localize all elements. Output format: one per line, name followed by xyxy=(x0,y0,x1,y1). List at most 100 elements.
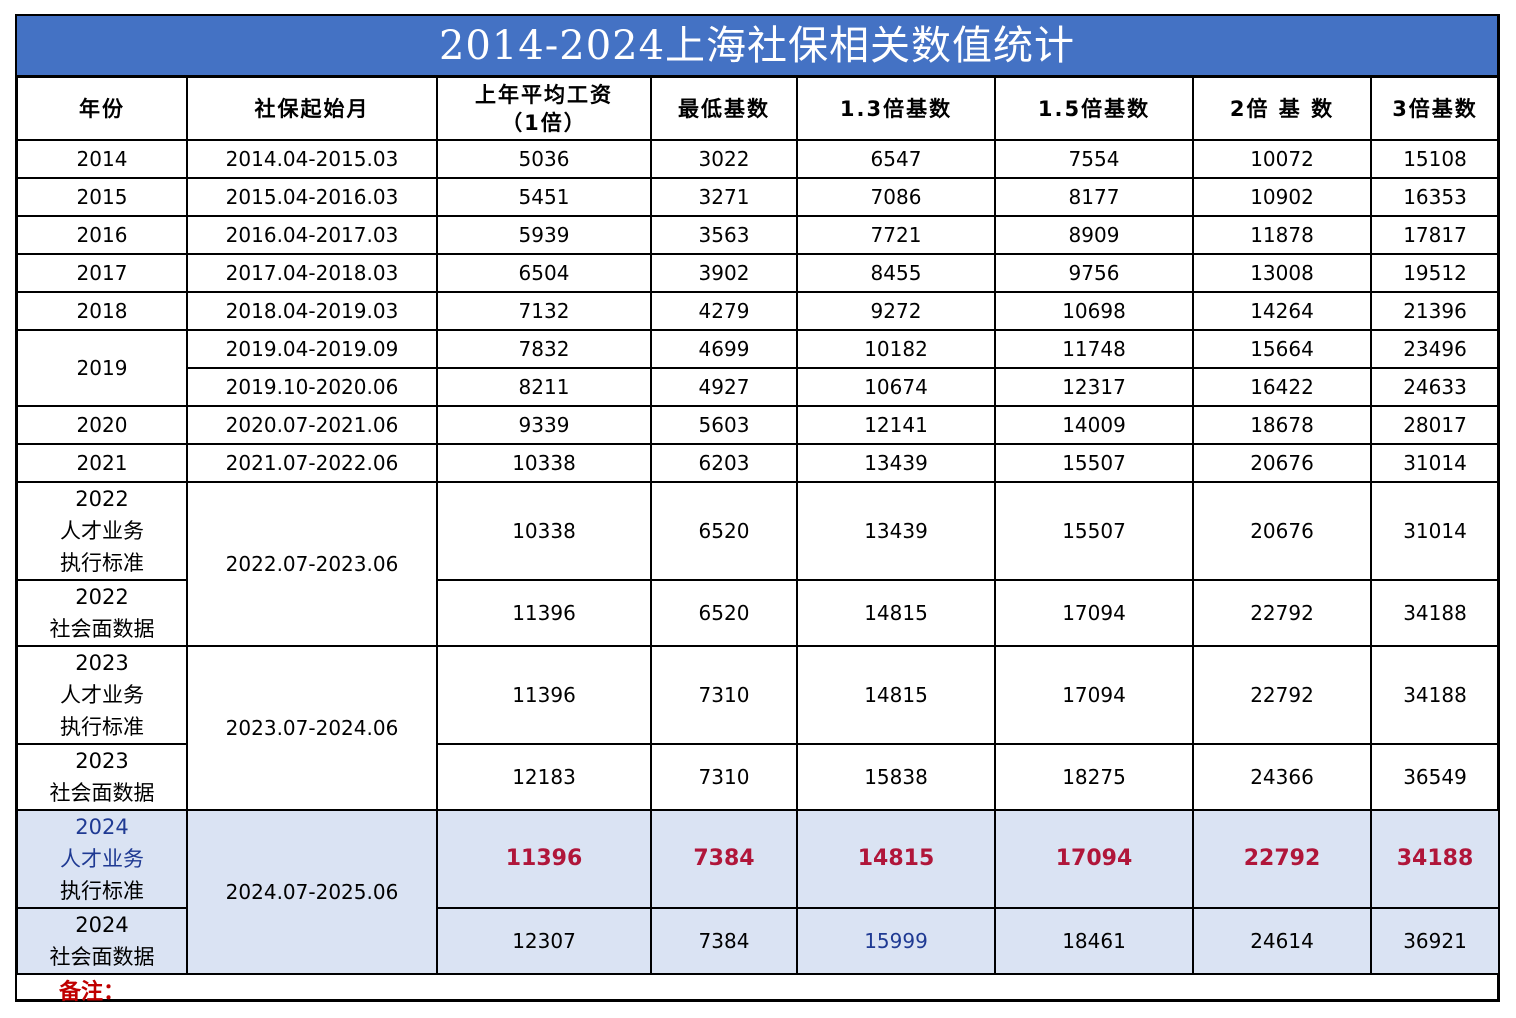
period-cell: 2023.07-2024.06 xyxy=(186,645,438,811)
header-avg-wage-line2: （1倍） xyxy=(501,110,587,135)
header-base-1-5: 1.5倍基数 xyxy=(994,76,1194,141)
year-cell: 2024 人才业务 执行标准 xyxy=(16,809,188,909)
base-1-3-cell: 8455 xyxy=(796,253,996,293)
year-line: 社会面数据 xyxy=(49,945,155,969)
base-2-cell: 22792 xyxy=(1192,645,1372,745)
base-1-3-cell: 13439 xyxy=(796,481,996,581)
min-base-cell: 7310 xyxy=(650,743,798,811)
year-line: 人才业务 xyxy=(60,847,144,871)
base-1-3-cell: 12141 xyxy=(796,405,996,445)
base-1-5-cell: 17094 xyxy=(994,645,1194,745)
base-1-3-cell: 14815 xyxy=(796,645,996,745)
remark-row: 备注： xyxy=(17,973,1499,1011)
avg-wage-cell: 5036 xyxy=(436,139,652,179)
base-3-cell: 31014 xyxy=(1370,443,1500,483)
base-3-cell: 19512 xyxy=(1370,253,1500,293)
period-cell: 2020.07-2021.06 xyxy=(186,405,438,445)
base-3-cell: 36549 xyxy=(1370,743,1500,811)
min-base-cell: 5603 xyxy=(650,405,798,445)
base-1-3-cell: 7086 xyxy=(796,177,996,217)
base-1-5-cell: 8177 xyxy=(994,177,1194,217)
year-cell: 2020 xyxy=(16,405,188,445)
table-row: 2018 2018.04-2019.03 7132 4279 9272 1069… xyxy=(16,291,1500,331)
base-1-3-cell: 13439 xyxy=(796,443,996,483)
remark-label: 备注： xyxy=(17,973,1499,1011)
base-1-5-cell: 17094 xyxy=(994,579,1194,647)
year-line: 执行标准 xyxy=(60,551,144,575)
table-row: 2017 2017.04-2018.03 6504 3902 8455 9756… xyxy=(16,253,1500,293)
table-row-highlighted: 2024 社会面数据 12307 7384 15999 18461 24614 3… xyxy=(16,907,1500,975)
avg-wage-cell: 5451 xyxy=(436,177,652,217)
year-line: 社会面数据 xyxy=(49,781,155,805)
base-1-3-cell: 6547 xyxy=(796,139,996,179)
base-1-3-cell: 10674 xyxy=(796,367,996,407)
base-1-3-cell: 15838 xyxy=(796,743,996,811)
avg-wage-cell: 5939 xyxy=(436,215,652,255)
year-cell: 2014 xyxy=(16,139,188,179)
min-base-cell: 6203 xyxy=(650,443,798,483)
table-row: 2022 社会面数据 11396 6520 14815 17094 22792 3… xyxy=(16,579,1500,647)
base-2-cell: 22792 xyxy=(1192,809,1372,909)
avg-wage-cell: 8211 xyxy=(436,367,652,407)
header-avg-wage-line1: 上年平均工资 xyxy=(475,82,613,107)
avg-wage-cell: 7832 xyxy=(436,329,652,369)
base-1-3-cell: 14815 xyxy=(796,579,996,647)
base-3-cell: 21396 xyxy=(1370,291,1500,331)
year-cell: 2017 xyxy=(16,253,188,293)
base-2-cell: 14264 xyxy=(1192,291,1372,331)
base-2-cell: 15664 xyxy=(1192,329,1372,369)
period-cell: 2015.04-2016.03 xyxy=(186,177,438,217)
year-line: 2022 xyxy=(75,585,129,609)
base-2-cell: 18678 xyxy=(1192,405,1372,445)
header-year: 年份 xyxy=(16,76,188,141)
year-cell: 2016 xyxy=(16,215,188,255)
table-row: 2022 人才业务 执行标准 2022.07-2023.06 10338 6520 … xyxy=(16,481,1500,647)
period-cell: 2018.04-2019.03 xyxy=(186,291,438,331)
year-line: 执行标准 xyxy=(60,715,144,739)
period-cell: 2019.04-2019.09 xyxy=(186,329,438,369)
min-base-cell: 3902 xyxy=(650,253,798,293)
year-cell: 2021 xyxy=(16,443,188,483)
year-line: 执行标准 xyxy=(60,879,144,903)
base-3-cell: 16353 xyxy=(1370,177,1500,217)
min-base-cell: 4927 xyxy=(650,367,798,407)
base-2-cell: 13008 xyxy=(1192,253,1372,293)
min-base-cell: 6520 xyxy=(650,579,798,647)
base-3-cell: 28017 xyxy=(1370,405,1500,445)
year-cell: 2019 xyxy=(16,329,188,407)
base-1-5-cell: 17094 xyxy=(994,809,1194,909)
period-cell: 2024.07-2025.06 xyxy=(186,809,438,975)
base-3-cell: 23496 xyxy=(1370,329,1500,369)
base-3-cell: 34188 xyxy=(1370,579,1500,647)
min-base-cell: 7384 xyxy=(650,809,798,909)
base-3-cell: 15108 xyxy=(1370,139,1500,179)
table-row: 2023 人才业务 执行标准 2023.07-2024.06 11396 7310 … xyxy=(16,645,1500,811)
year-line: 人才业务 xyxy=(60,683,144,707)
base-1-5-cell: 14009 xyxy=(994,405,1194,445)
avg-wage-cell: 9339 xyxy=(436,405,652,445)
base-2-cell: 10902 xyxy=(1192,177,1372,217)
base-3-cell: 31014 xyxy=(1370,481,1500,581)
year-line: 2024 xyxy=(75,913,129,937)
period-cell: 2014.04-2015.03 xyxy=(186,139,438,179)
base-1-3-cell: 10182 xyxy=(796,329,996,369)
base-1-5-cell: 12317 xyxy=(994,367,1194,407)
min-base-cell: 4699 xyxy=(650,329,798,369)
base-2-cell: 22792 xyxy=(1192,579,1372,647)
table-row: 2020 2020.07-2021.06 9339 5603 12141 140… xyxy=(16,405,1500,445)
base-3-cell: 17817 xyxy=(1370,215,1500,255)
base-1-3-cell: 14815 xyxy=(796,809,996,909)
title-bar: 2014-2024上海社保相关数值统计 xyxy=(15,14,1500,77)
base-1-5-cell: 18461 xyxy=(994,907,1194,975)
period-cell: 2022.07-2023.06 xyxy=(186,481,438,647)
base-1-5-cell: 9756 xyxy=(994,253,1194,293)
base-2-cell: 20676 xyxy=(1192,481,1372,581)
base-2-cell: 10072 xyxy=(1192,139,1372,179)
year-cell: 2022 社会面数据 xyxy=(16,579,188,647)
table-row: 2021 2021.07-2022.06 10338 6203 13439 15… xyxy=(16,443,1500,483)
header-min-base: 最低基数 xyxy=(650,76,798,141)
table-row: 2015 2015.04-2016.03 5451 3271 7086 8177… xyxy=(16,177,1500,217)
base-1-5-cell: 15507 xyxy=(994,481,1194,581)
avg-wage-cell: 12307 xyxy=(436,907,652,975)
min-base-cell: 3022 xyxy=(650,139,798,179)
